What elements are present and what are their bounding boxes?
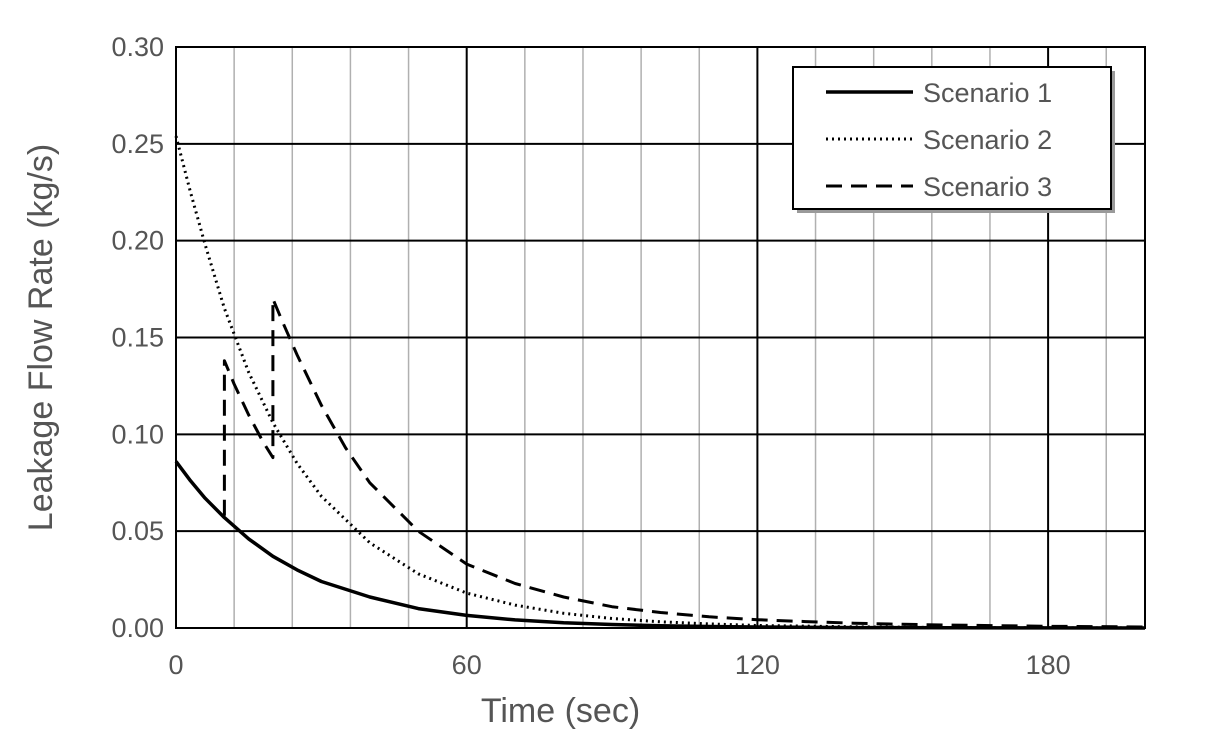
tick-labels: 0.00 0.05 0.10 0.15 0.20 0.25 0.30 0 60 120 180 xyxy=(111,32,1070,680)
y-tick-label: 0.20 xyxy=(111,226,164,256)
legend-label-scenario-2: Scenario 2 xyxy=(923,125,1052,155)
y-tick-label: 0.30 xyxy=(111,32,164,62)
y-tick-label: 0.05 xyxy=(111,516,164,546)
legend-label-scenario-3: Scenario 3 xyxy=(923,172,1052,202)
y-tick-label: 0.15 xyxy=(111,323,164,353)
x-tick-label: 120 xyxy=(735,650,780,680)
y-axis-title: Leakage Flow Rate (kg/s) xyxy=(22,144,60,531)
y-tick-label: 0.10 xyxy=(111,419,164,449)
series-line-scenario-3 xyxy=(222,297,1146,629)
x-tick-label: 0 xyxy=(168,650,183,680)
legend: Scenario 1 Scenario 2 Scenario 3 xyxy=(792,66,1115,213)
x-axis-title: Time (sec) xyxy=(481,692,640,730)
x-tick-label: 180 xyxy=(1026,650,1071,680)
series-line-scenario-1 xyxy=(174,460,1146,630)
plot-frame xyxy=(175,46,1146,629)
y-tick-label: 0.25 xyxy=(111,129,164,159)
x-tick-label: 60 xyxy=(452,650,482,680)
y-tick-label: 0.00 xyxy=(111,613,164,643)
legend-label-scenario-1: Scenario 1 xyxy=(923,78,1052,108)
